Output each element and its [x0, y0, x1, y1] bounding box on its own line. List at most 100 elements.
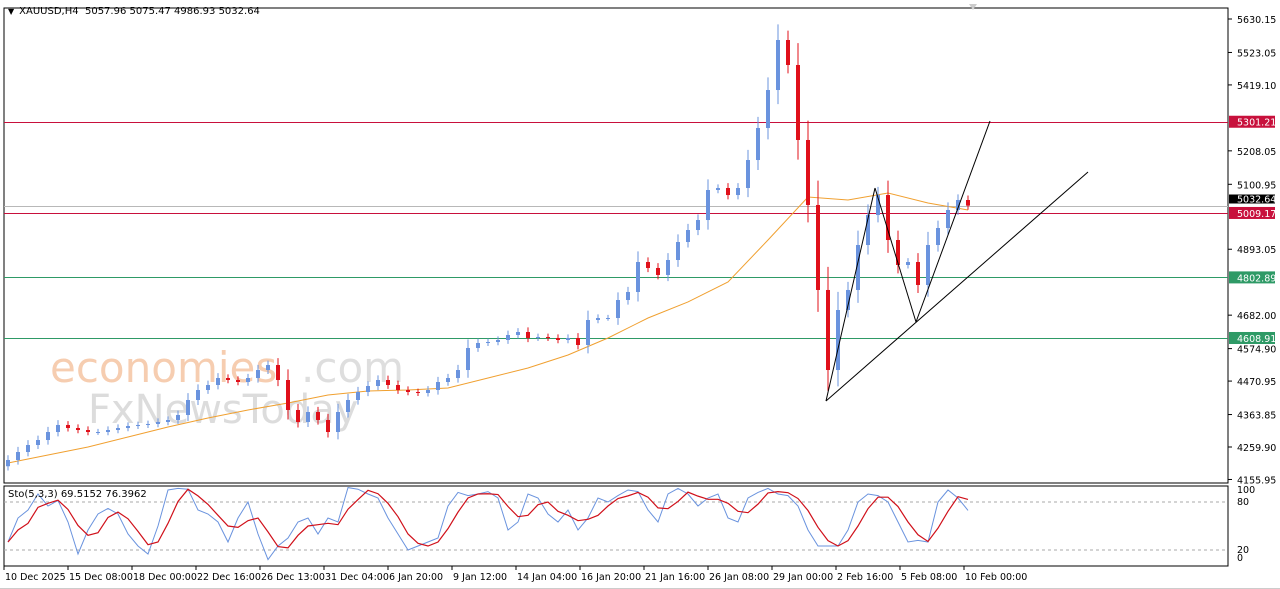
candle-bear — [886, 195, 890, 241]
candle-bull — [516, 331, 520, 335]
candle-bear — [226, 378, 230, 381]
level-price-tag — [1229, 115, 1275, 128]
candle-bull — [176, 414, 180, 420]
candle-bull — [166, 419, 170, 422]
y-tick-label: 5100.95 — [1237, 180, 1276, 191]
current-price-label: 5032.64 — [1237, 195, 1276, 206]
stoch-tick-label: 80 — [1237, 497, 1249, 508]
candle-bull — [56, 424, 60, 433]
stoch-tick-label: 0 — [1237, 553, 1243, 564]
stochastic-label: Sto(5,3,3) 69.5152 76.3962 — [8, 489, 147, 500]
x-tick-label: 10 Feb 00:00 — [965, 572, 1027, 583]
level-price-label: 4608.91 — [1237, 334, 1276, 345]
candle-bull — [906, 261, 910, 265]
candle-bull — [616, 300, 620, 319]
candle-bear — [556, 337, 560, 340]
candle-bull — [836, 310, 840, 371]
candle-bull — [306, 411, 310, 422]
candle-bull — [706, 189, 710, 221]
candle-bull — [346, 399, 350, 412]
x-tick-label: 15 Dec 08:00 — [69, 572, 133, 583]
candle-bear — [916, 261, 920, 285]
x-tick-label: 21 Jan 16:00 — [645, 572, 705, 583]
candle-bull — [186, 399, 190, 415]
y-tick-label: 4893.05 — [1237, 245, 1276, 256]
candle-bull — [696, 220, 700, 231]
candle-bull — [876, 195, 880, 216]
candle-bull — [766, 90, 770, 128]
candle-bull — [936, 228, 940, 246]
candle-bull — [246, 378, 250, 383]
candle-bear — [896, 240, 900, 265]
candle-bear — [396, 385, 400, 390]
stoch-tick-label: 100 — [1237, 485, 1255, 496]
level-price-tag — [1229, 271, 1275, 284]
y-tick-label: 5208.05 — [1237, 147, 1276, 158]
candle-bear — [816, 204, 820, 290]
candle-bull — [686, 230, 690, 243]
candle-bull — [636, 261, 640, 292]
main-pane-frame — [3, 7, 1229, 484]
stoch-signal-line — [7, 488, 969, 549]
x-tick-label: 10 Dec 2025 — [5, 572, 66, 583]
candle-bear — [416, 391, 420, 393]
candle-bull — [146, 423, 150, 425]
x-tick-label: 18 Dec 00:00 — [133, 572, 197, 583]
candle-bear — [526, 331, 530, 338]
y-tick-label: 4470.95 — [1237, 377, 1276, 388]
stoch-main-line — [7, 487, 969, 561]
candle-bull — [36, 440, 40, 446]
level-price-label: 5301.21 — [1237, 118, 1276, 129]
trendline — [825, 171, 1089, 402]
candle-bear — [66, 424, 70, 429]
candle-bear — [656, 267, 660, 275]
candle-bear — [646, 261, 650, 268]
y-tick-label: 5419.10 — [1237, 81, 1276, 92]
candle-bear — [76, 428, 80, 431]
candle-bull — [746, 160, 750, 188]
candle-bull — [266, 365, 270, 371]
candle-bull — [606, 318, 610, 320]
x-tick-label: 26 Jan 08:00 — [709, 572, 769, 583]
candle-bull — [566, 337, 570, 340]
x-tick-label: 16 Jan 20:00 — [581, 572, 641, 583]
y-tick-label: 4682.00 — [1237, 311, 1276, 322]
candle-bull — [626, 291, 630, 301]
shift-marker-icon — [969, 4, 977, 10]
x-tick-label: 31 Dec 04:00 — [325, 572, 389, 583]
ohlc-readout: 5057.96 5075.47 4986.93 5032.64 — [84, 6, 260, 17]
level-price-tag — [1229, 206, 1275, 219]
candle-bear — [86, 430, 90, 433]
symbol-label: XAUUSD,H4 — [19, 6, 79, 17]
y-tick-label: 4259.90 — [1237, 443, 1276, 454]
x-tick-label: 22 Dec 16:00 — [197, 572, 261, 583]
x-tick-label: 6 Jan 20:00 — [389, 572, 443, 583]
candle-bull — [716, 187, 720, 190]
candle-bear — [296, 409, 300, 422]
candle-bull — [196, 389, 200, 400]
candle-bull — [856, 245, 860, 290]
candle-bull — [846, 289, 850, 311]
stochastic-pane-frame — [3, 485, 1229, 567]
candle-bear — [806, 139, 810, 205]
candle-bear — [826, 289, 830, 371]
y-tick-label: 4574.90 — [1237, 345, 1276, 356]
y-tick-label: 4363.85 — [1237, 411, 1276, 422]
candle-bull — [456, 370, 460, 379]
candle-bear — [316, 411, 320, 420]
candle-bull — [926, 245, 930, 285]
level-price-label: 4802.89 — [1237, 273, 1276, 284]
candle-bull — [506, 334, 510, 340]
candle-bull — [136, 424, 140, 427]
y-tick-label: 5523.05 — [1237, 48, 1276, 59]
candle-bull — [476, 342, 480, 348]
trendline — [874, 187, 917, 323]
level-price-tag — [1229, 331, 1275, 344]
candle-bear — [726, 187, 730, 196]
dropdown-triangle-icon[interactable]: ▼ — [8, 7, 15, 16]
candle-bull — [446, 378, 450, 383]
chart-header: ▼ XAUUSD,H4 5057.96 5075.47 4986.93 5032.… — [8, 6, 260, 17]
candle-bull — [156, 421, 160, 424]
